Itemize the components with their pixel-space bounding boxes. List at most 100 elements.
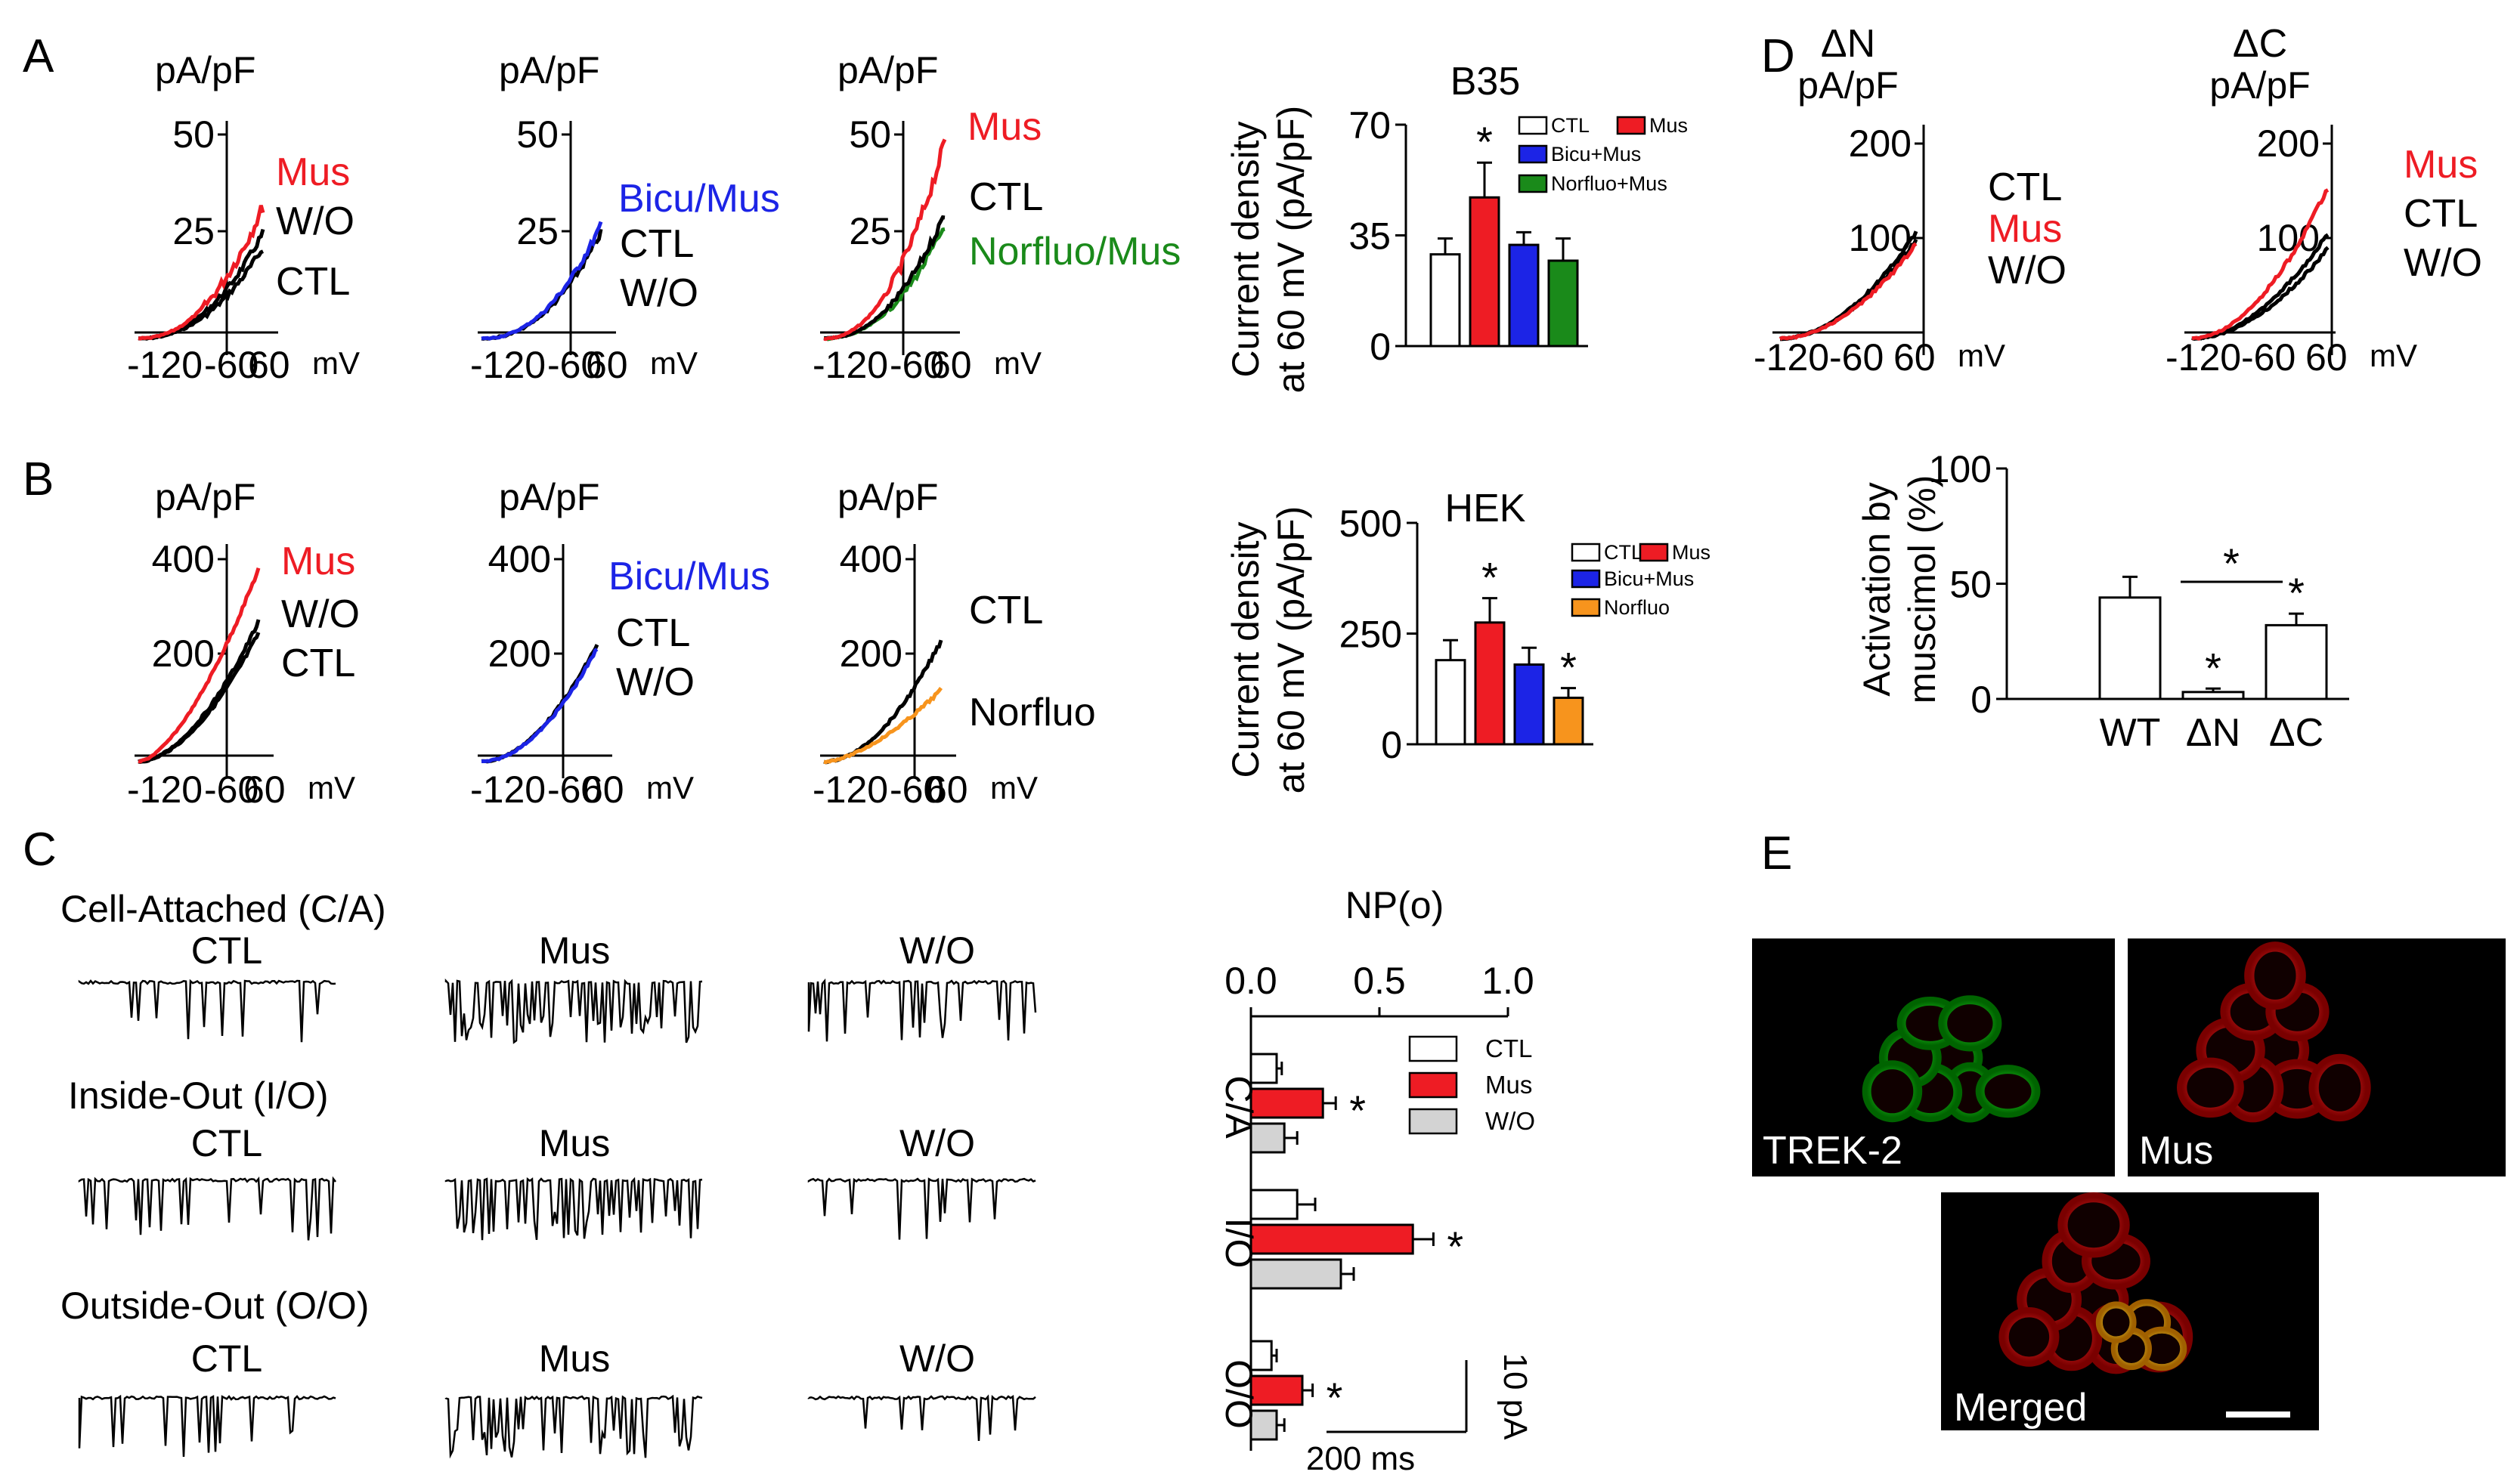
iv-trace-bicu [481, 221, 603, 341]
single-channel-trace [444, 978, 703, 1044]
x-unit-label: mV [990, 770, 1038, 805]
npo-x-tick-label: 1.0 [1481, 960, 1534, 1002]
trace-condition-label: CTL [191, 929, 262, 972]
npo-group-label: I/O [1218, 1218, 1260, 1269]
bar-WT [2098, 596, 2162, 700]
legend-label: Mus [1672, 541, 1710, 564]
iv-legend-mus: Mus [1988, 207, 2062, 251]
bar-y-label-line2: at 60 mV (pA/pF) [1270, 506, 1312, 794]
bar-y-tick-label: 0 [1381, 724, 1402, 766]
iv-legend-mus: Mus [967, 105, 1042, 149]
trace-condition-label: Mus [539, 1122, 610, 1164]
x-tick-label: -120 [470, 344, 546, 386]
cell-red [2244, 941, 2306, 1010]
single-channel-trace [807, 1177, 1036, 1240]
single-channel-trace [444, 1176, 703, 1241]
legend-label: Norfluo [1604, 596, 1670, 619]
significance-mark: * [1476, 118, 1493, 165]
legend-label: W/O [1485, 1107, 1535, 1135]
bar-y-label-line1: Activation by [1856, 482, 1898, 696]
x-unit-label: mV [312, 345, 360, 381]
recording-mode-label: Cell-Attached (C/A) [60, 888, 386, 930]
iv-legend-ctl: CTL [616, 611, 690, 655]
x-tick-label: 60 [2305, 336, 2348, 379]
npo-bar-W/O [1249, 1409, 1278, 1441]
cell-green [1975, 1065, 2041, 1118]
single-channel-trace [807, 1394, 1036, 1441]
x-tick-label: 60 [586, 344, 628, 386]
bar-ΔC [2265, 623, 2328, 700]
x-tick-label: -120 [127, 344, 203, 386]
recording-mode-label: Outside-Out (O/O) [60, 1285, 369, 1327]
x-unit-label: mV [994, 345, 1042, 381]
npo-bar-CTL [1249, 1340, 1273, 1371]
bar-CTL [1429, 253, 1461, 348]
npo-bar-Mus [1249, 1223, 1414, 1255]
y-tick-label: 50 [172, 113, 215, 156]
single-channel-trace [78, 979, 336, 1043]
bar-category-label: WT [2100, 711, 2161, 755]
x-tick-label: 60 [248, 344, 290, 386]
iv-trace-mus [1779, 242, 1918, 341]
iv-legend-ctl: CTL [969, 589, 1043, 632]
x-tick-label: -60 [204, 768, 259, 811]
iv-legend-bicu: Bicu/Mus [608, 555, 770, 598]
bar-y-label-line1: Current density [1224, 121, 1267, 377]
bar-Norfluo+Mus [1547, 259, 1579, 348]
x-tick-label: -60 [1829, 336, 1884, 379]
legend-swatch [1616, 116, 1646, 135]
x-unit-label: mV [650, 345, 698, 381]
legend-label: CTL [1551, 114, 1590, 137]
legend-swatch [1408, 1071, 1458, 1099]
npo-bar-Mus [1249, 1087, 1324, 1119]
panel-label-c: C [23, 824, 57, 876]
image-label-mus: Mus [2139, 1129, 2213, 1173]
bar-Mus [1474, 621, 1506, 746]
npo-group-label: C/A [1218, 1075, 1260, 1139]
construct-name: ΔN [1821, 22, 1875, 66]
iv-trace-bicu [481, 648, 599, 764]
y-tick-label: 200 [1849, 122, 1912, 165]
legend-label: Bicu+Mus [1551, 143, 1641, 165]
bar-y-tick-label: 50 [1949, 564, 1992, 606]
significance-mark: * [2288, 569, 2305, 617]
trace-condition-label: W/O [899, 1122, 975, 1164]
x-unit-label: mV [2370, 338, 2417, 373]
y-tick-label: 200 [840, 632, 902, 675]
cell-red [2176, 1057, 2244, 1118]
image-mus [2128, 938, 2506, 1176]
bar-y-tick-label: 500 [1339, 502, 1402, 545]
legend-swatch [1639, 543, 1669, 562]
iv-legend-wo: W/O [281, 592, 360, 636]
npo-title: NP(o) [1345, 884, 1444, 926]
panel-label-e: E [1761, 827, 1792, 880]
iv-legend-ctl: CTL [620, 222, 694, 266]
npo-x-tick-label: 0.0 [1224, 960, 1277, 1002]
x-tick-label: -60 [2241, 336, 2296, 379]
scale-label-current: 10 pA [1497, 1353, 1534, 1441]
npo-bar-W/O [1249, 1258, 1342, 1290]
y-unit-label: pA/pF [155, 476, 255, 518]
panel-label-b: B [23, 453, 54, 506]
legend-swatch [1518, 174, 1548, 193]
iv-trace-norfluo [823, 687, 943, 765]
legend-swatch [1571, 543, 1601, 562]
x-tick-label: -60 [890, 768, 944, 811]
cell-red [1998, 1307, 2060, 1367]
x-unit-label: mV [1958, 338, 2005, 373]
y-tick-label: 200 [152, 632, 215, 675]
significance-mark: * [1349, 1087, 1366, 1134]
significance-mark: * [1327, 1374, 1343, 1421]
x-tick-label: -60 [547, 768, 602, 811]
x-unit-label: mV [646, 770, 694, 805]
y-tick-label: 200 [488, 632, 551, 675]
bar-category-label: ΔC [2269, 711, 2323, 755]
npo-bar-CTL [1249, 1053, 1278, 1084]
bar-y-tick-label: 35 [1348, 215, 1391, 258]
y-unit-label: pA/pF [837, 49, 938, 91]
iv-legend-ctl: CTL [281, 642, 355, 685]
y-tick-label: 400 [840, 538, 902, 580]
y-unit-label: pA/pF [2209, 64, 2310, 107]
trace-condition-label: W/O [899, 1337, 975, 1380]
legend-swatch [1571, 569, 1601, 589]
